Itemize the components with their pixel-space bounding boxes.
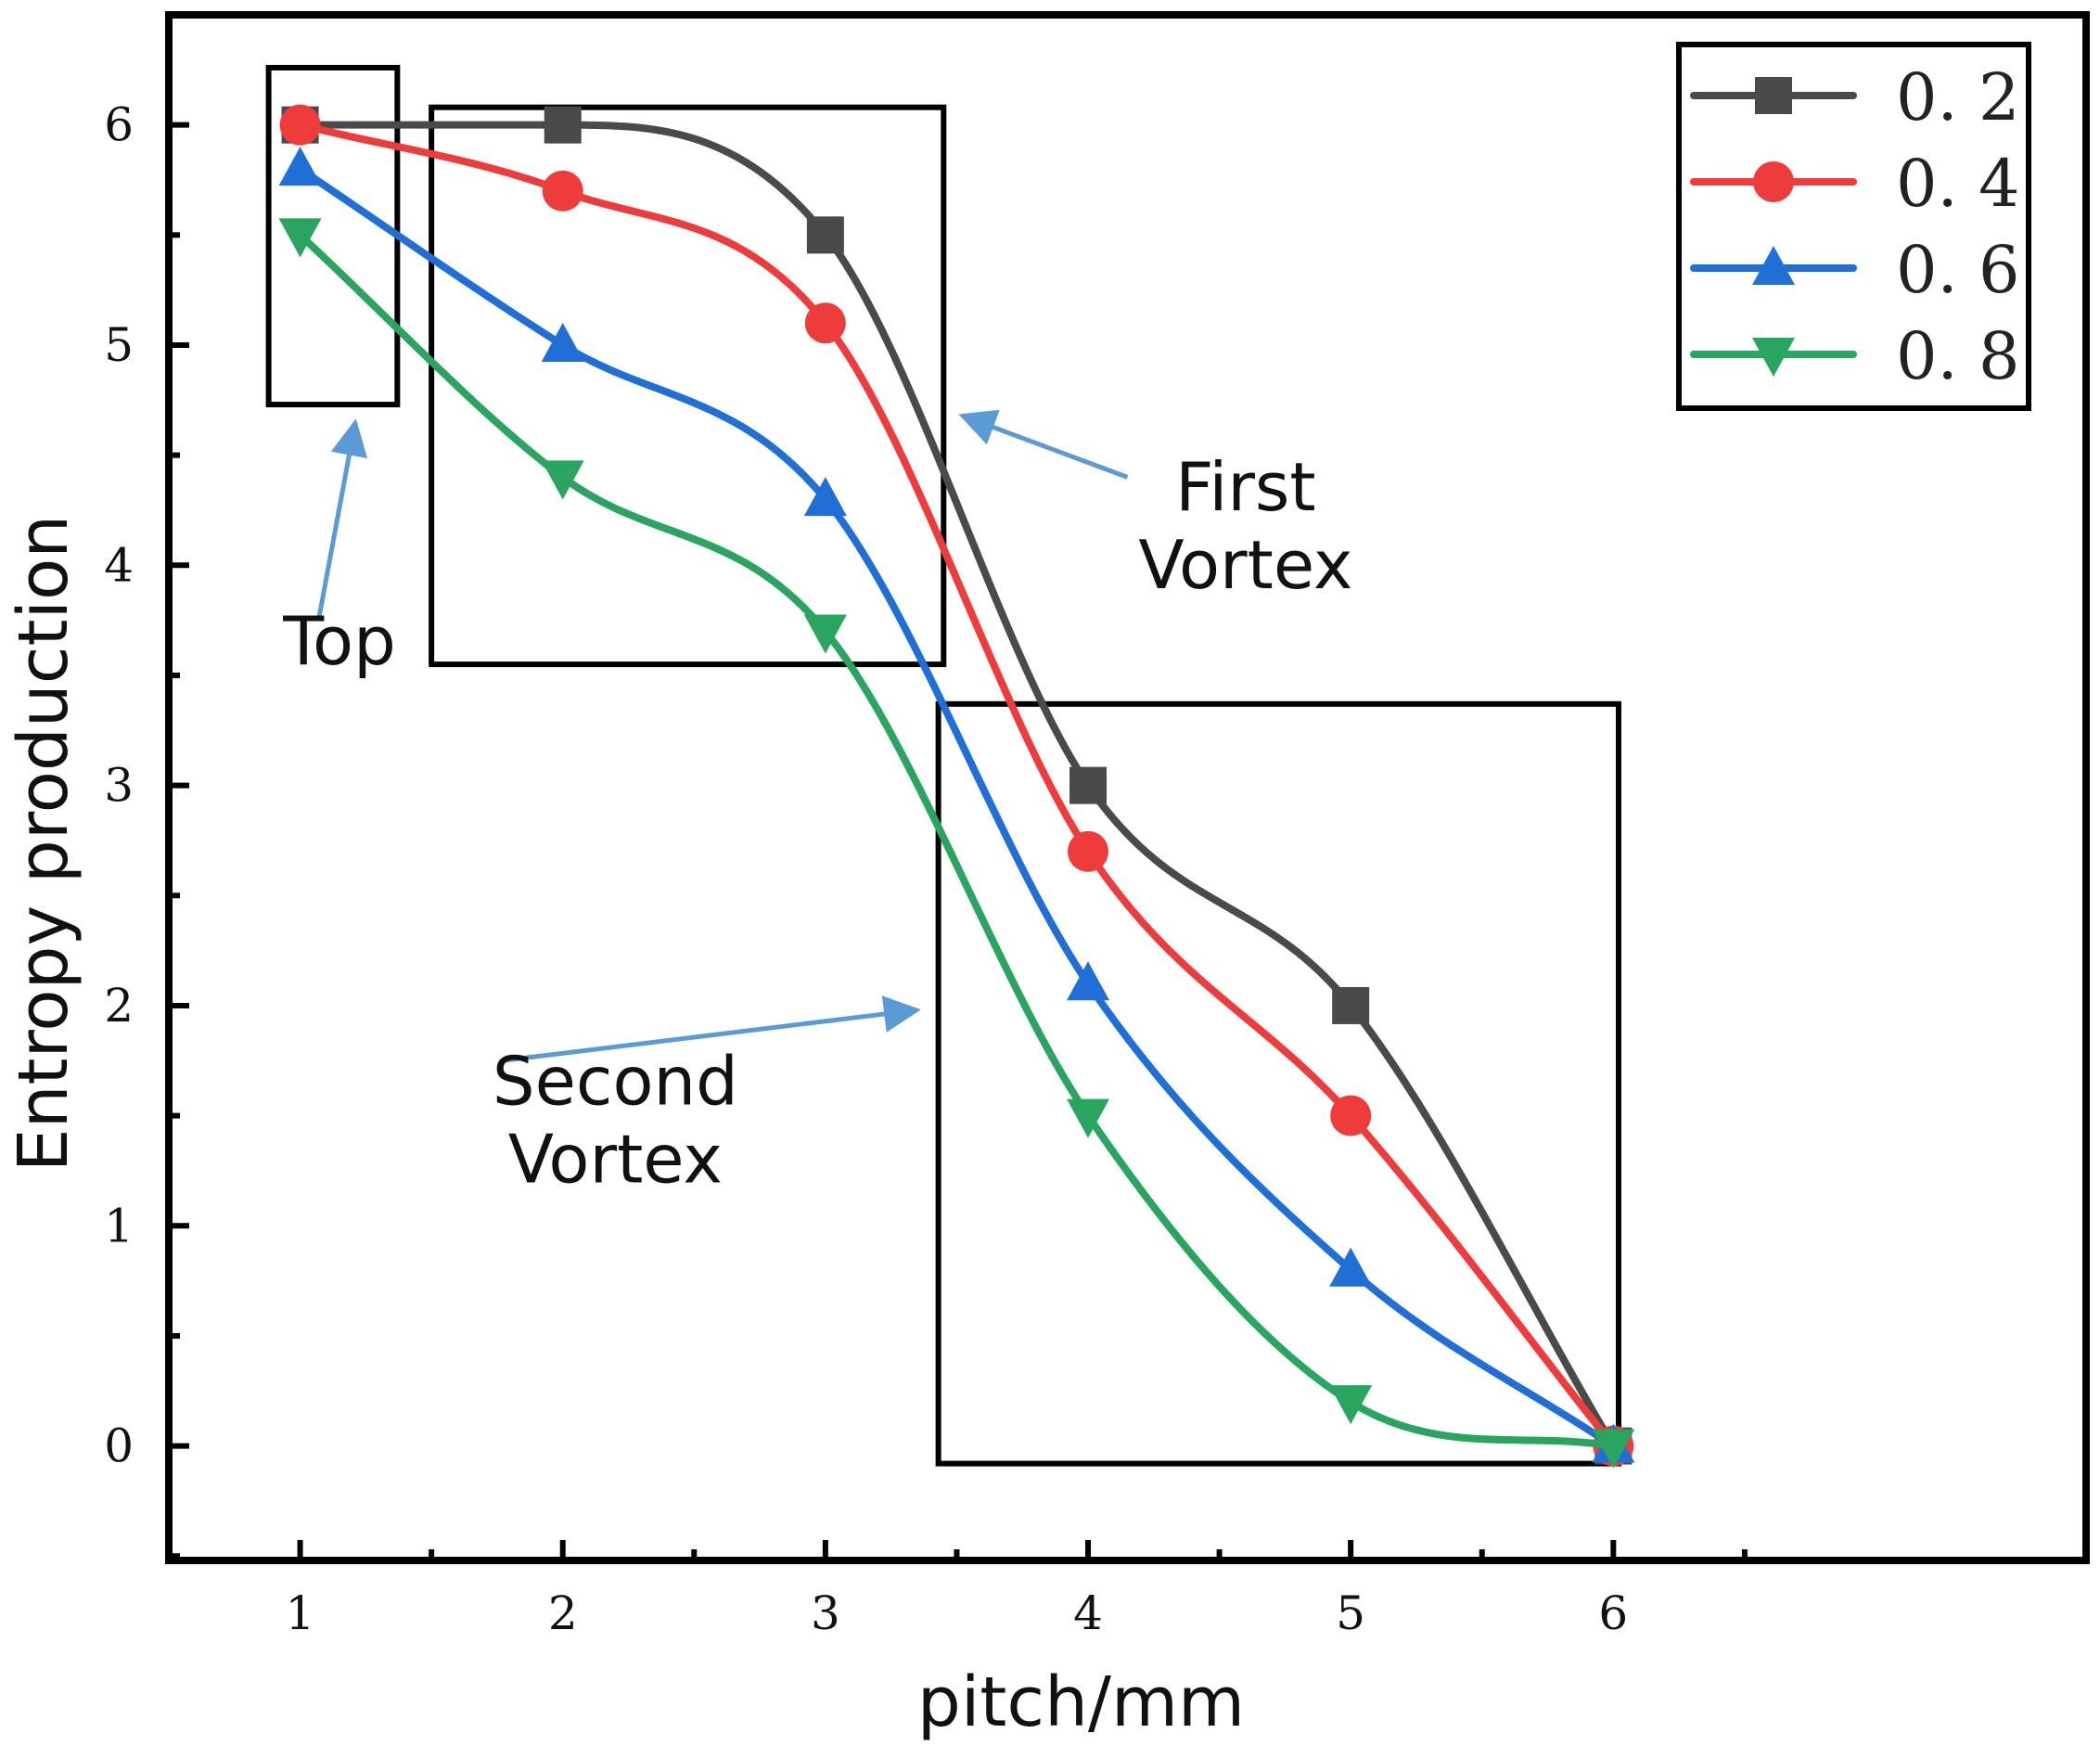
data-point-0-2 [806,216,844,254]
data-point-2-0 [278,147,322,186]
series-line-2 [296,165,1618,1450]
series-line-0 [296,121,1618,1450]
second-vortex-label: Vortex [508,1121,723,1199]
series-line-3 [296,231,1618,1450]
legend-label-3: 0. 8 [1896,318,2020,394]
legend-marker-2 [1752,246,1795,285]
second-vortex-arrow [502,995,921,1063]
legend-label-2: 0. 6 [1896,232,2020,308]
data-point-3-1 [541,460,584,500]
legend-marker-0 [1755,77,1792,114]
x-axis-label: pitch/mm [917,1663,1245,1742]
data-point-2-4 [1329,1247,1373,1287]
y-axis-label: Entropy production [4,515,83,1172]
x-tick-label: 6 [1598,1586,1628,1640]
series-2 [278,147,1635,1463]
y-tick-label: 1 [104,1199,134,1252]
legend-box [1676,42,2031,411]
second-vortex-box [935,700,1621,1467]
data-point-0-4 [1332,986,1370,1024]
y-tick-label: 4 [104,538,134,592]
y-tick-label: 3 [104,759,134,813]
legend-marker-1 [1753,161,1794,202]
top-arrow [315,418,368,622]
data-point-2-3 [1067,961,1110,1001]
data-point-1-2 [804,302,846,344]
data-point-2-2 [803,477,847,517]
y-tick-label: 6 [104,98,134,152]
x-tick-label: 4 [1073,1586,1103,1640]
series-line-1 [296,121,1618,1450]
first-vortex-arrow [958,409,1129,480]
x-tick-label: 3 [811,1586,840,1640]
first-vortex-label: First [1175,448,1316,526]
x-tick-label: 5 [1336,1586,1365,1640]
data-point-1-0 [279,104,321,146]
second-vortex-label: Second [493,1043,738,1121]
y-tick-label: 2 [104,979,134,1033]
data-point-1-3 [1068,830,1109,872]
data-point-1-1 [542,170,583,212]
data-point-2-1 [541,322,584,362]
data-point-3-4 [1329,1385,1373,1425]
data-point-3-3 [1067,1098,1110,1138]
legend-label-1: 0. 4 [1896,146,2020,222]
first-vortex-box [429,104,947,668]
series-0 [281,106,1633,1465]
data-point-3-2 [803,614,847,654]
data-point-1-4 [1330,1095,1372,1136]
data-point-0-1 [544,106,582,144]
top-label: Top [282,602,396,680]
y-tick-label: 5 [104,318,134,372]
y-tick-label: 0 [104,1419,134,1473]
x-tick-label: 1 [286,1586,315,1640]
data-point-3-0 [278,218,322,258]
legend-label-0: 0. 2 [1896,59,2020,135]
series-1 [279,104,1634,1467]
legend-marker-3 [1752,338,1795,377]
x-tick-label: 2 [548,1586,578,1640]
series-3 [278,218,1635,1469]
data-point-3-5 [1592,1429,1635,1469]
data-point-0-3 [1069,766,1108,804]
first-vortex-label: Vortex [1138,526,1352,604]
